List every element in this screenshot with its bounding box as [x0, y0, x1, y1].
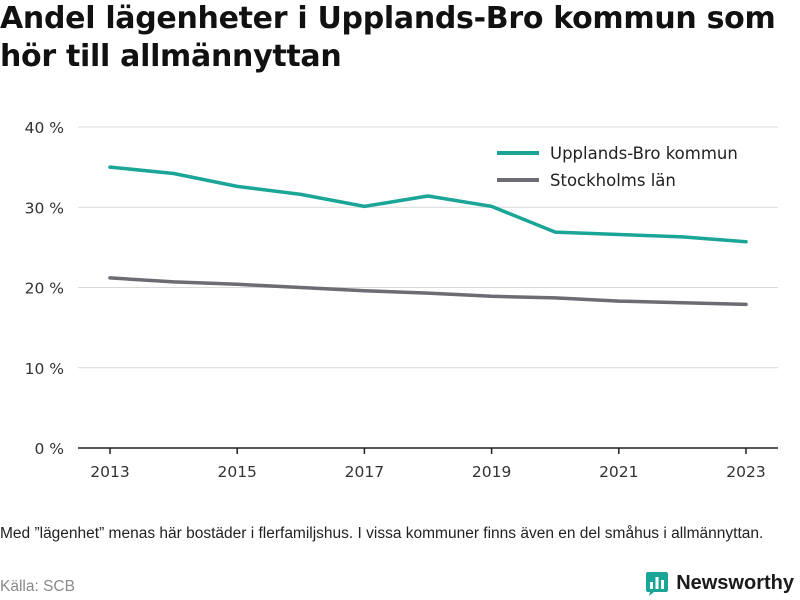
x-tick-label: 2023 — [726, 463, 765, 481]
data-point-series-1 — [108, 165, 112, 169]
x-tick-label: 2017 — [345, 463, 384, 481]
legend-label-2: Stockholms län — [550, 171, 676, 190]
legend-label-1: Upplands-Bro kommun — [550, 144, 738, 163]
data-point-series-2 — [744, 302, 748, 306]
data-point-series-1 — [362, 204, 366, 208]
data-point-series-1 — [617, 233, 621, 237]
data-point-series-1 — [172, 172, 176, 176]
data-point-series-2 — [490, 294, 494, 298]
data-point-series-2 — [680, 301, 684, 305]
data-point-series-2 — [617, 299, 621, 303]
data-point-series-2 — [235, 282, 239, 286]
data-point-series-1 — [299, 192, 303, 196]
data-point-series-1 — [680, 235, 684, 239]
source-label: Källa: SCB — [0, 578, 75, 595]
bar-chart-logo-icon — [646, 572, 669, 596]
data-point-series-2 — [108, 276, 112, 280]
x-tick-label: 2015 — [217, 463, 256, 481]
data-point-series-2 — [172, 280, 176, 284]
y-tick-label: 10 % — [25, 360, 64, 378]
data-point-series-2 — [362, 289, 366, 293]
y-tick-label: 30 % — [25, 199, 64, 217]
y-tick-label: 0 % — [34, 440, 64, 458]
y-tick-label: 20 % — [25, 280, 64, 298]
data-point-series-1 — [235, 184, 239, 188]
x-tick-label: 2021 — [599, 463, 638, 481]
series-line-2 — [108, 276, 748, 307]
chart-note: Med ”lägenhet” menas här bostäder i fler… — [0, 525, 764, 542]
newsworthy-brand[interactable]: Newsworthy — [644, 570, 794, 596]
data-point-series-2 — [299, 286, 303, 289]
x-tick-label: 2019 — [472, 463, 511, 481]
data-point-series-2 — [426, 291, 430, 295]
data-point-series-1 — [426, 194, 430, 198]
y-tick-label: 40 % — [25, 119, 64, 137]
line-chart: 0 % 10 % 20 % 30 % 40 % 2013 2015 2017 2019 2021 2… — [25, 119, 778, 481]
data-point-series-2 — [553, 296, 557, 300]
brand-name: Newsworthy — [676, 571, 794, 594]
data-point-series-1 — [553, 230, 557, 234]
chart-title: Andel lägenheter i Upplands-Bro kommun s… — [0, 1, 776, 74]
data-point-series-1 — [744, 240, 748, 244]
data-point-series-1 — [490, 204, 494, 208]
x-tick-label: 2013 — [90, 463, 129, 481]
